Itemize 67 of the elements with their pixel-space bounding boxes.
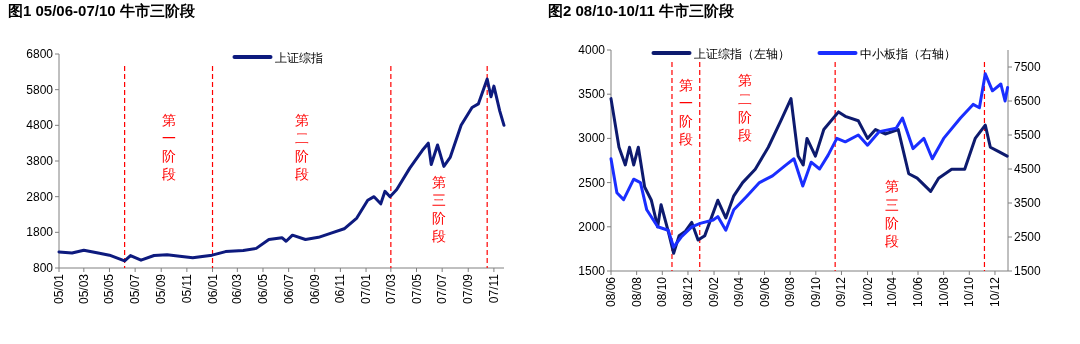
x-tick-label: 07/11 bbox=[486, 273, 501, 304]
y2-tick-label: 7500 bbox=[1014, 60, 1042, 74]
line-series bbox=[57, 77, 506, 263]
x-tick-label: 05/07 bbox=[128, 273, 143, 305]
x-tick-label: 06/03 bbox=[230, 273, 245, 305]
x-tick-label: 10/12 bbox=[987, 276, 1002, 308]
y-tick-label: 3000 bbox=[578, 131, 606, 146]
x-tick-label: 07/01 bbox=[359, 273, 374, 305]
annotation: 第三阶段 bbox=[432, 173, 447, 245]
legend-label: 上证综指（左轴） bbox=[693, 46, 790, 61]
y2-tick-label: 3500 bbox=[1014, 196, 1042, 210]
annotation: 第三阶段 bbox=[884, 178, 899, 250]
x-tick-label: 07/05 bbox=[409, 273, 424, 305]
x-tick-label: 06/09 bbox=[307, 273, 322, 305]
x-tick-label: 10/04 bbox=[885, 276, 900, 308]
y-tick-label: 2500 bbox=[578, 175, 606, 190]
y-tick-label: 4000 bbox=[578, 43, 606, 57]
y-tick-label: 3800 bbox=[26, 154, 54, 168]
x-tick-label: 09/10 bbox=[808, 276, 823, 308]
y-tick-label: 800 bbox=[32, 261, 54, 275]
x-tick-label: 09/06 bbox=[757, 276, 772, 308]
legend-label: 中小板指（右轴） bbox=[859, 46, 956, 61]
x-tick-label: 08/12 bbox=[680, 276, 695, 308]
chart-title: 图2 08/10-10/11 牛市三阶段 bbox=[548, 2, 735, 19]
x-tick-label: 06/07 bbox=[281, 273, 296, 305]
chart-title: 图1 05/06-07/10 牛市三阶段 bbox=[8, 2, 196, 19]
x-tick-label: 09/08 bbox=[783, 276, 798, 308]
annotation: 第二阶段 bbox=[294, 111, 309, 183]
x-tick-label: 05/03 bbox=[76, 273, 91, 305]
annotation: 第一阶段 bbox=[161, 111, 176, 183]
y-tick-label: 4800 bbox=[26, 118, 54, 133]
x-tick-label: 08/06 bbox=[604, 276, 618, 308]
x-tick-label: 10/06 bbox=[911, 276, 925, 308]
y-tick-label: 3500 bbox=[578, 87, 606, 102]
y-tick-label: 1500 bbox=[578, 264, 606, 278]
x-tick-label: 05/11 bbox=[179, 273, 194, 304]
x-tick-label: 06/01 bbox=[205, 273, 220, 305]
y-tick-label: 6800 bbox=[26, 47, 54, 61]
y-tick-label: 1800 bbox=[26, 225, 54, 240]
legend-label: 上证综指 bbox=[274, 50, 323, 65]
y2-tick-label: 2500 bbox=[1014, 230, 1042, 244]
x-tick-label: 10/10 bbox=[962, 276, 977, 308]
x-tick-label: 10/02 bbox=[860, 276, 875, 308]
x-tick-label: 05/05 bbox=[102, 273, 117, 305]
y-tick-label: 2000 bbox=[578, 219, 606, 234]
x-tick-label: 06/05 bbox=[255, 273, 270, 305]
x-tick-label: 05/01 bbox=[52, 273, 66, 305]
line-series bbox=[609, 72, 1010, 249]
x-tick-label: 07/03 bbox=[383, 273, 398, 305]
y2-tick-label: 5500 bbox=[1014, 128, 1042, 142]
x-tick-label: 07/07 bbox=[435, 273, 450, 305]
y2-tick-label: 4500 bbox=[1014, 162, 1042, 176]
annotation: 第一阶段 bbox=[678, 76, 693, 148]
y-tick-label: 2800 bbox=[26, 189, 54, 204]
x-tick-label: 10/08 bbox=[936, 276, 951, 308]
y-tick-label: 5800 bbox=[26, 82, 54, 97]
x-tick-label: 05/09 bbox=[154, 273, 169, 305]
x-tick-label: 08/10 bbox=[655, 276, 670, 308]
x-tick-label: 07/09 bbox=[461, 273, 476, 305]
y2-tick-label: 1500 bbox=[1014, 264, 1042, 278]
x-tick-label: 08/08 bbox=[629, 276, 644, 308]
x-tick-label: 09/12 bbox=[834, 276, 849, 308]
x-tick-label: 09/02 bbox=[707, 276, 722, 308]
x-tick-label: 06/11 bbox=[333, 273, 348, 304]
annotation: 第二阶段 bbox=[738, 72, 753, 143]
y2-tick-label: 6500 bbox=[1014, 94, 1042, 108]
x-tick-label: 09/04 bbox=[731, 276, 746, 308]
